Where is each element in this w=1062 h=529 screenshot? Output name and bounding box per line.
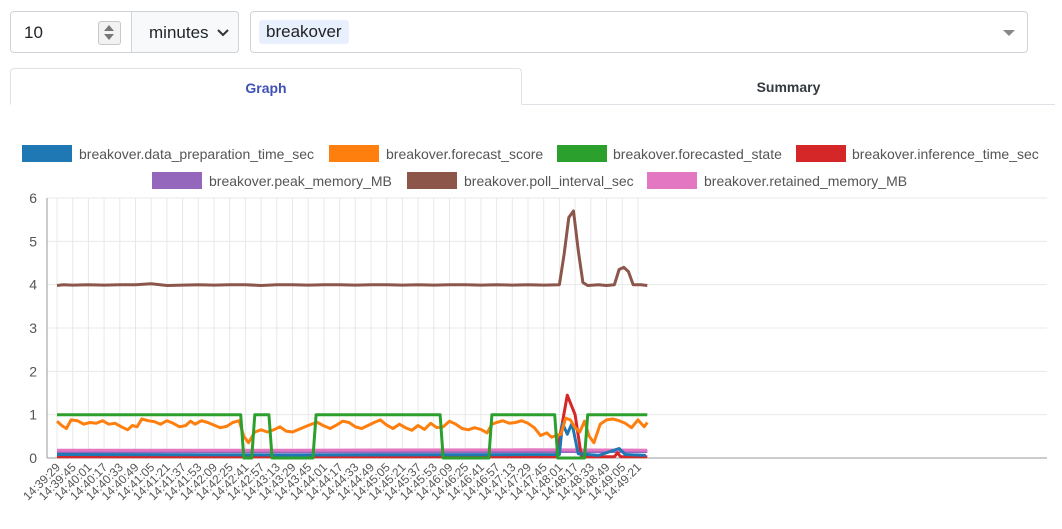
tab-summary[interactable]: Summary <box>756 79 821 95</box>
dropdown-arrow-icon[interactable] <box>1003 30 1015 36</box>
y-tick-label: 2 <box>29 363 37 379</box>
y-tick-label: 4 <box>29 277 37 293</box>
y-tick-label: 0 <box>29 450 37 466</box>
series-line <box>55 416 649 445</box>
series-line <box>57 413 648 460</box>
y-tick-label: 3 <box>29 320 37 336</box>
duration-unit-value: minutes <box>149 23 209 42</box>
series-line <box>56 209 648 287</box>
tab-divider <box>10 104 1055 105</box>
legend-swatch <box>647 172 697 189</box>
legend-label: breakover.forecasted_state <box>613 146 782 162</box>
chevron-down-icon <box>217 29 229 37</box>
legend-label: breakover.inference_time_sec <box>852 146 1039 162</box>
duration-input[interactable]: 10 <box>10 11 132 53</box>
duration-value: 10 <box>24 23 43 42</box>
legend-swatch <box>796 145 846 162</box>
increment-arrow[interactable] <box>104 25 114 31</box>
legend-label: breakover.peak_memory_MB <box>209 173 392 189</box>
y-tick-label: 1 <box>29 407 37 423</box>
legend-swatch <box>152 172 202 189</box>
metrics-line-chart: 012345614:39:2914:39:4514:40:0114:40:171… <box>20 145 1047 503</box>
legend-swatch <box>557 145 607 162</box>
legend-label: breakover.poll_interval_sec <box>464 173 634 189</box>
tab-graph[interactable]: Graph <box>10 68 522 105</box>
legend-label: breakover.retained_memory_MB <box>704 173 907 189</box>
legend-swatch <box>329 145 379 162</box>
series-search-select[interactable]: breakover <box>250 11 1028 53</box>
decrement-arrow[interactable] <box>104 34 114 40</box>
legend-swatch <box>407 172 457 189</box>
spinner-icon[interactable] <box>98 21 121 45</box>
y-tick-label: 6 <box>29 190 37 206</box>
legend-label: breakover.data_preparation_time_sec <box>79 146 314 162</box>
legend-label: breakover.forecast_score <box>386 146 543 162</box>
y-tick-label: 5 <box>29 233 37 249</box>
query-chip[interactable]: breakover <box>259 20 349 44</box>
legend-swatch <box>22 145 72 162</box>
duration-unit-select[interactable]: minutes <box>132 11 239 53</box>
